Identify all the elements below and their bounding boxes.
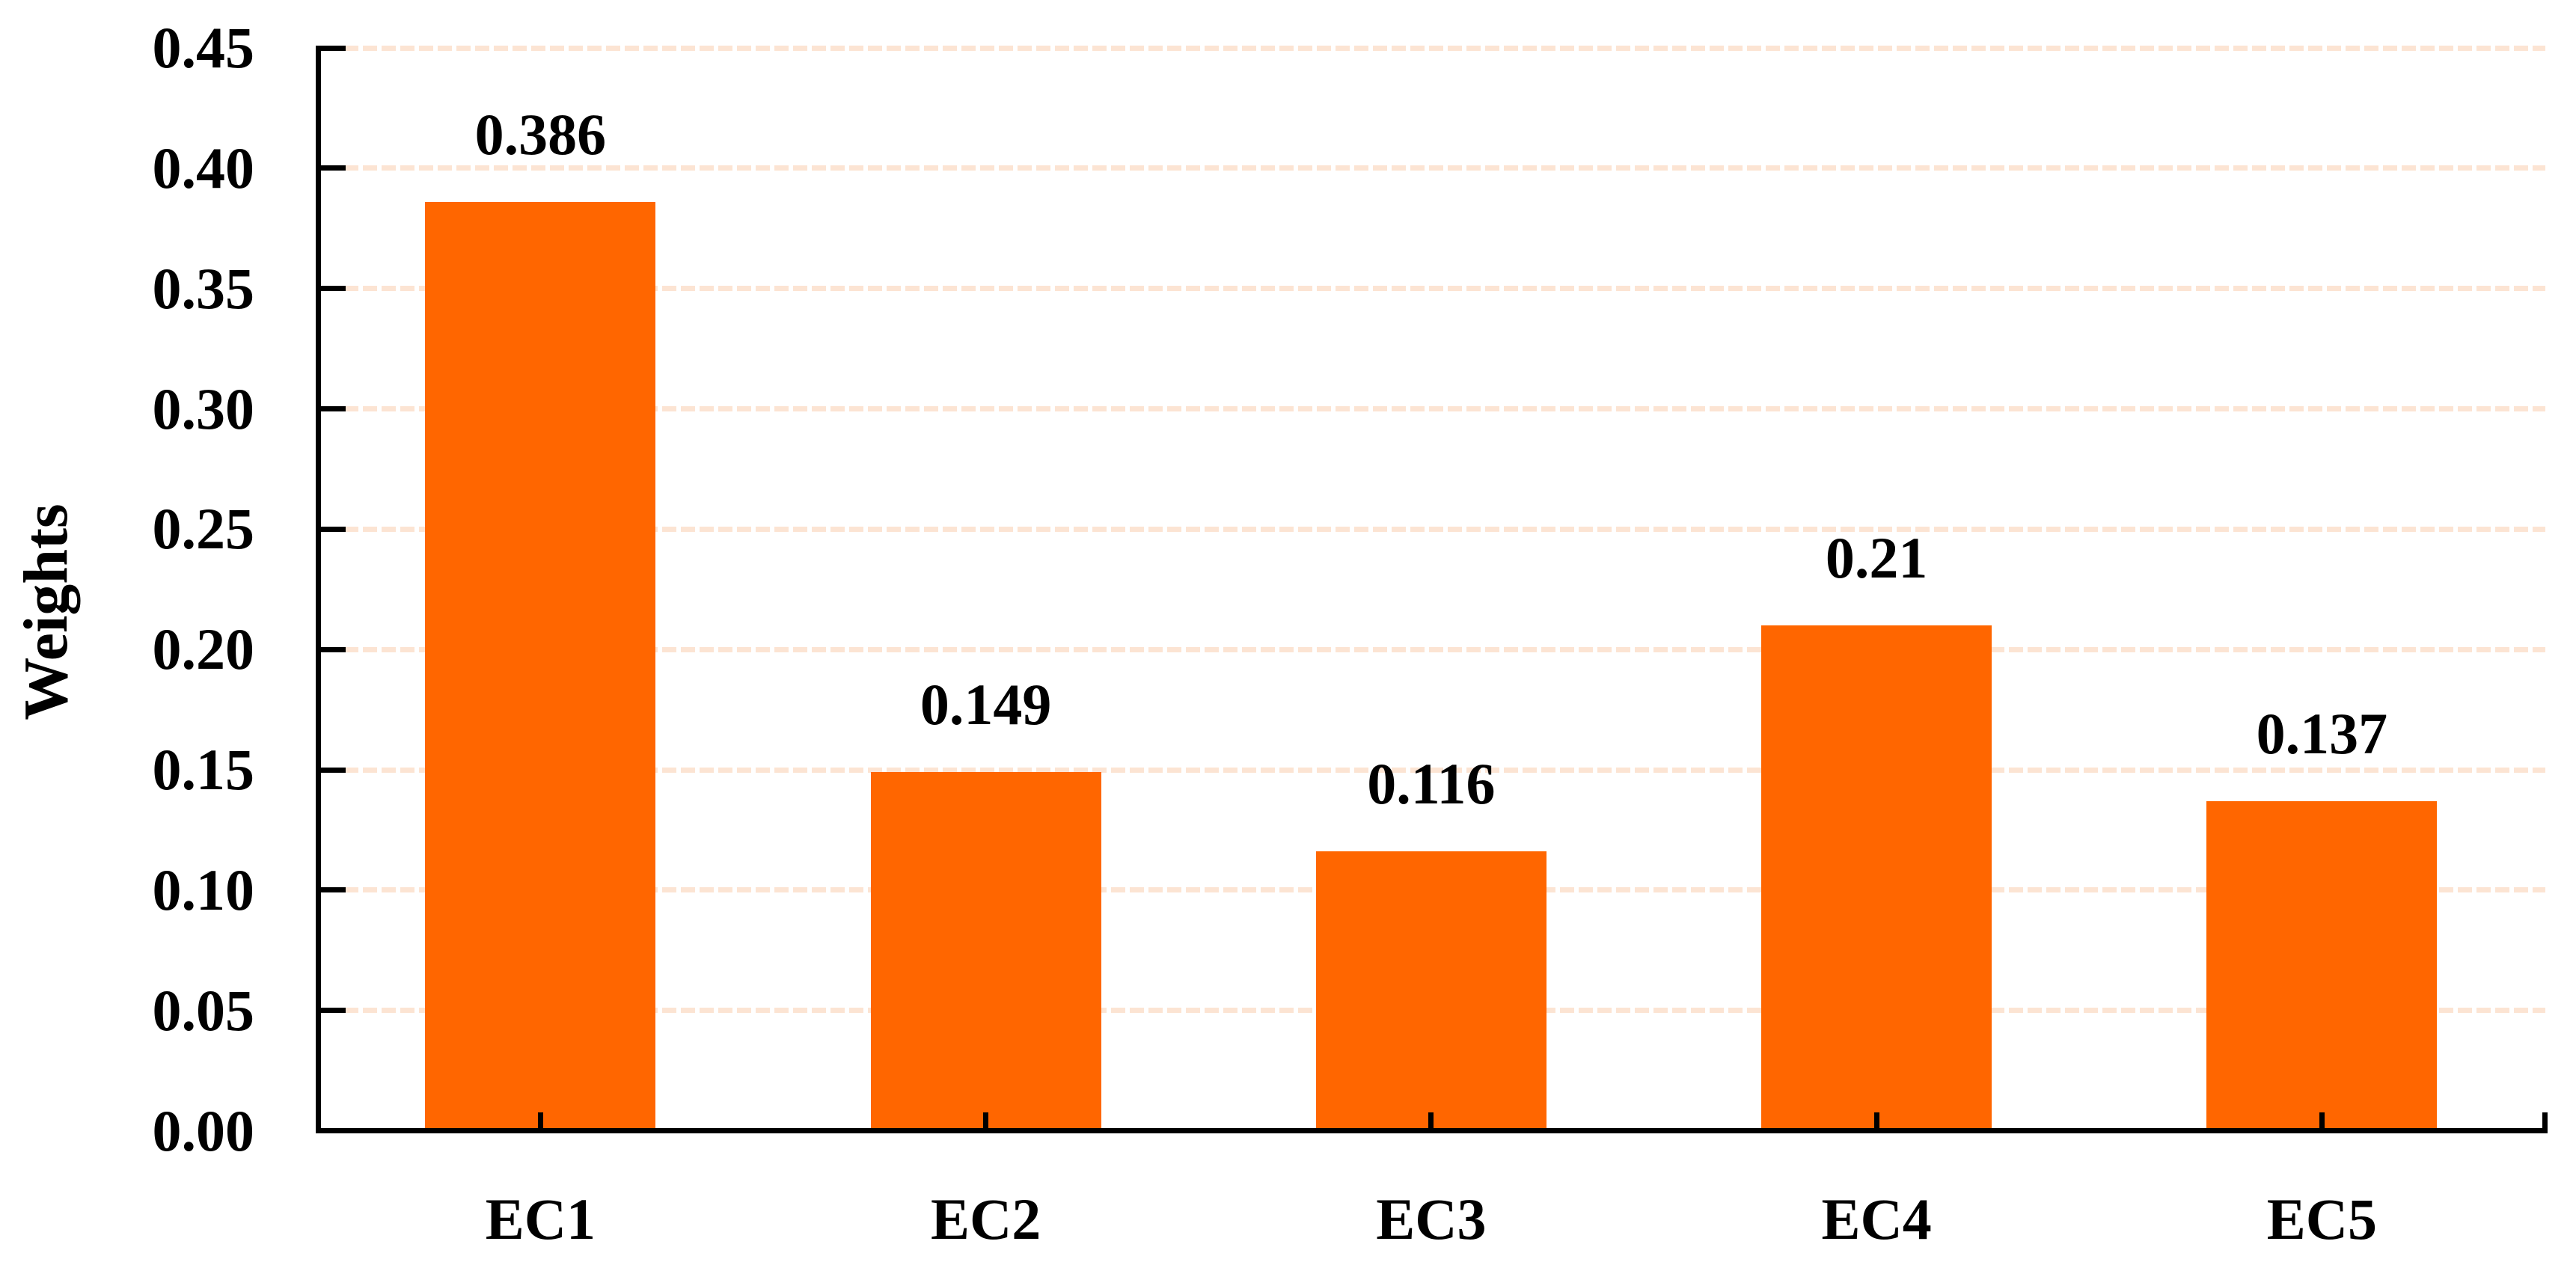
data-label-EC2: 0.149 [920,672,1052,738]
x-axis-tick-EC5 [2319,1112,2325,1131]
bar-EC1 [425,201,656,1131]
x-axis-tick-EC1 [537,1112,543,1131]
y-axis-tick-label: 0.45 [152,15,255,81]
y-axis-tick-label: 0.10 [152,857,255,922]
y-axis-tick-0.45 [321,45,346,51]
data-label-EC5: 0.137 [2256,700,2388,766]
y-axis-tick-label: 0.00 [152,1097,255,1163]
x-axis-end-tick [2542,1112,2548,1131]
y-axis-tick-label: 0.40 [152,135,255,200]
data-label-EC3: 0.116 [1367,751,1496,817]
data-label-EC1: 0.386 [474,101,607,167]
y-axis-tick-0.35 [321,286,346,292]
y-axis-line [316,45,321,1133]
x-axis-category-label-EC2: EC2 [930,1186,1041,1252]
y-axis-tick-0.10 [321,887,346,893]
x-axis-tick-EC4 [1873,1112,1879,1131]
gridline-0.20 [321,646,2545,652]
bar-EC5 [2206,800,2438,1131]
y-axis-tick-label: 0.35 [152,255,255,321]
gridline-0.30 [321,406,2545,412]
x-axis-tick-EC3 [1428,1112,1434,1131]
y-axis-tick-0.25 [321,526,346,532]
y-axis-tick-0.30 [321,406,346,412]
x-axis-category-label-EC1: EC1 [485,1186,596,1252]
y-axis-tick-label: 0.20 [152,616,255,682]
y-axis-tick-label: 0.30 [152,376,255,441]
y-axis-tick-0.05 [321,1008,346,1014]
y-axis-tick-0.20 [321,646,346,652]
x-axis-tick-EC2 [983,1112,989,1131]
gridline-0.35 [321,286,2545,292]
x-axis-category-label-EC4: EC4 [1821,1186,1932,1252]
y-axis-tick-0.40 [321,165,346,171]
gridline-0.40 [321,165,2545,171]
bar-EC2 [870,772,1101,1131]
y-axis-tick-0.15 [321,767,346,773]
y-axis-tick-label: 0.15 [152,737,255,802]
y-axis-tick-label: 0.25 [152,496,255,562]
gridline-0.25 [321,526,2545,532]
gridline-0.15 [321,767,2545,773]
data-label-EC4: 0.21 [1825,525,1928,590]
bar-EC4 [1761,625,1992,1131]
gridline-0.45 [321,45,2545,51]
x-axis-category-label-EC5: EC5 [2266,1186,2378,1252]
x-axis-category-label-EC3: EC3 [1376,1186,1487,1252]
y-axis-tick-label: 0.05 [152,977,255,1043]
bar-EC3 [1315,851,1546,1131]
